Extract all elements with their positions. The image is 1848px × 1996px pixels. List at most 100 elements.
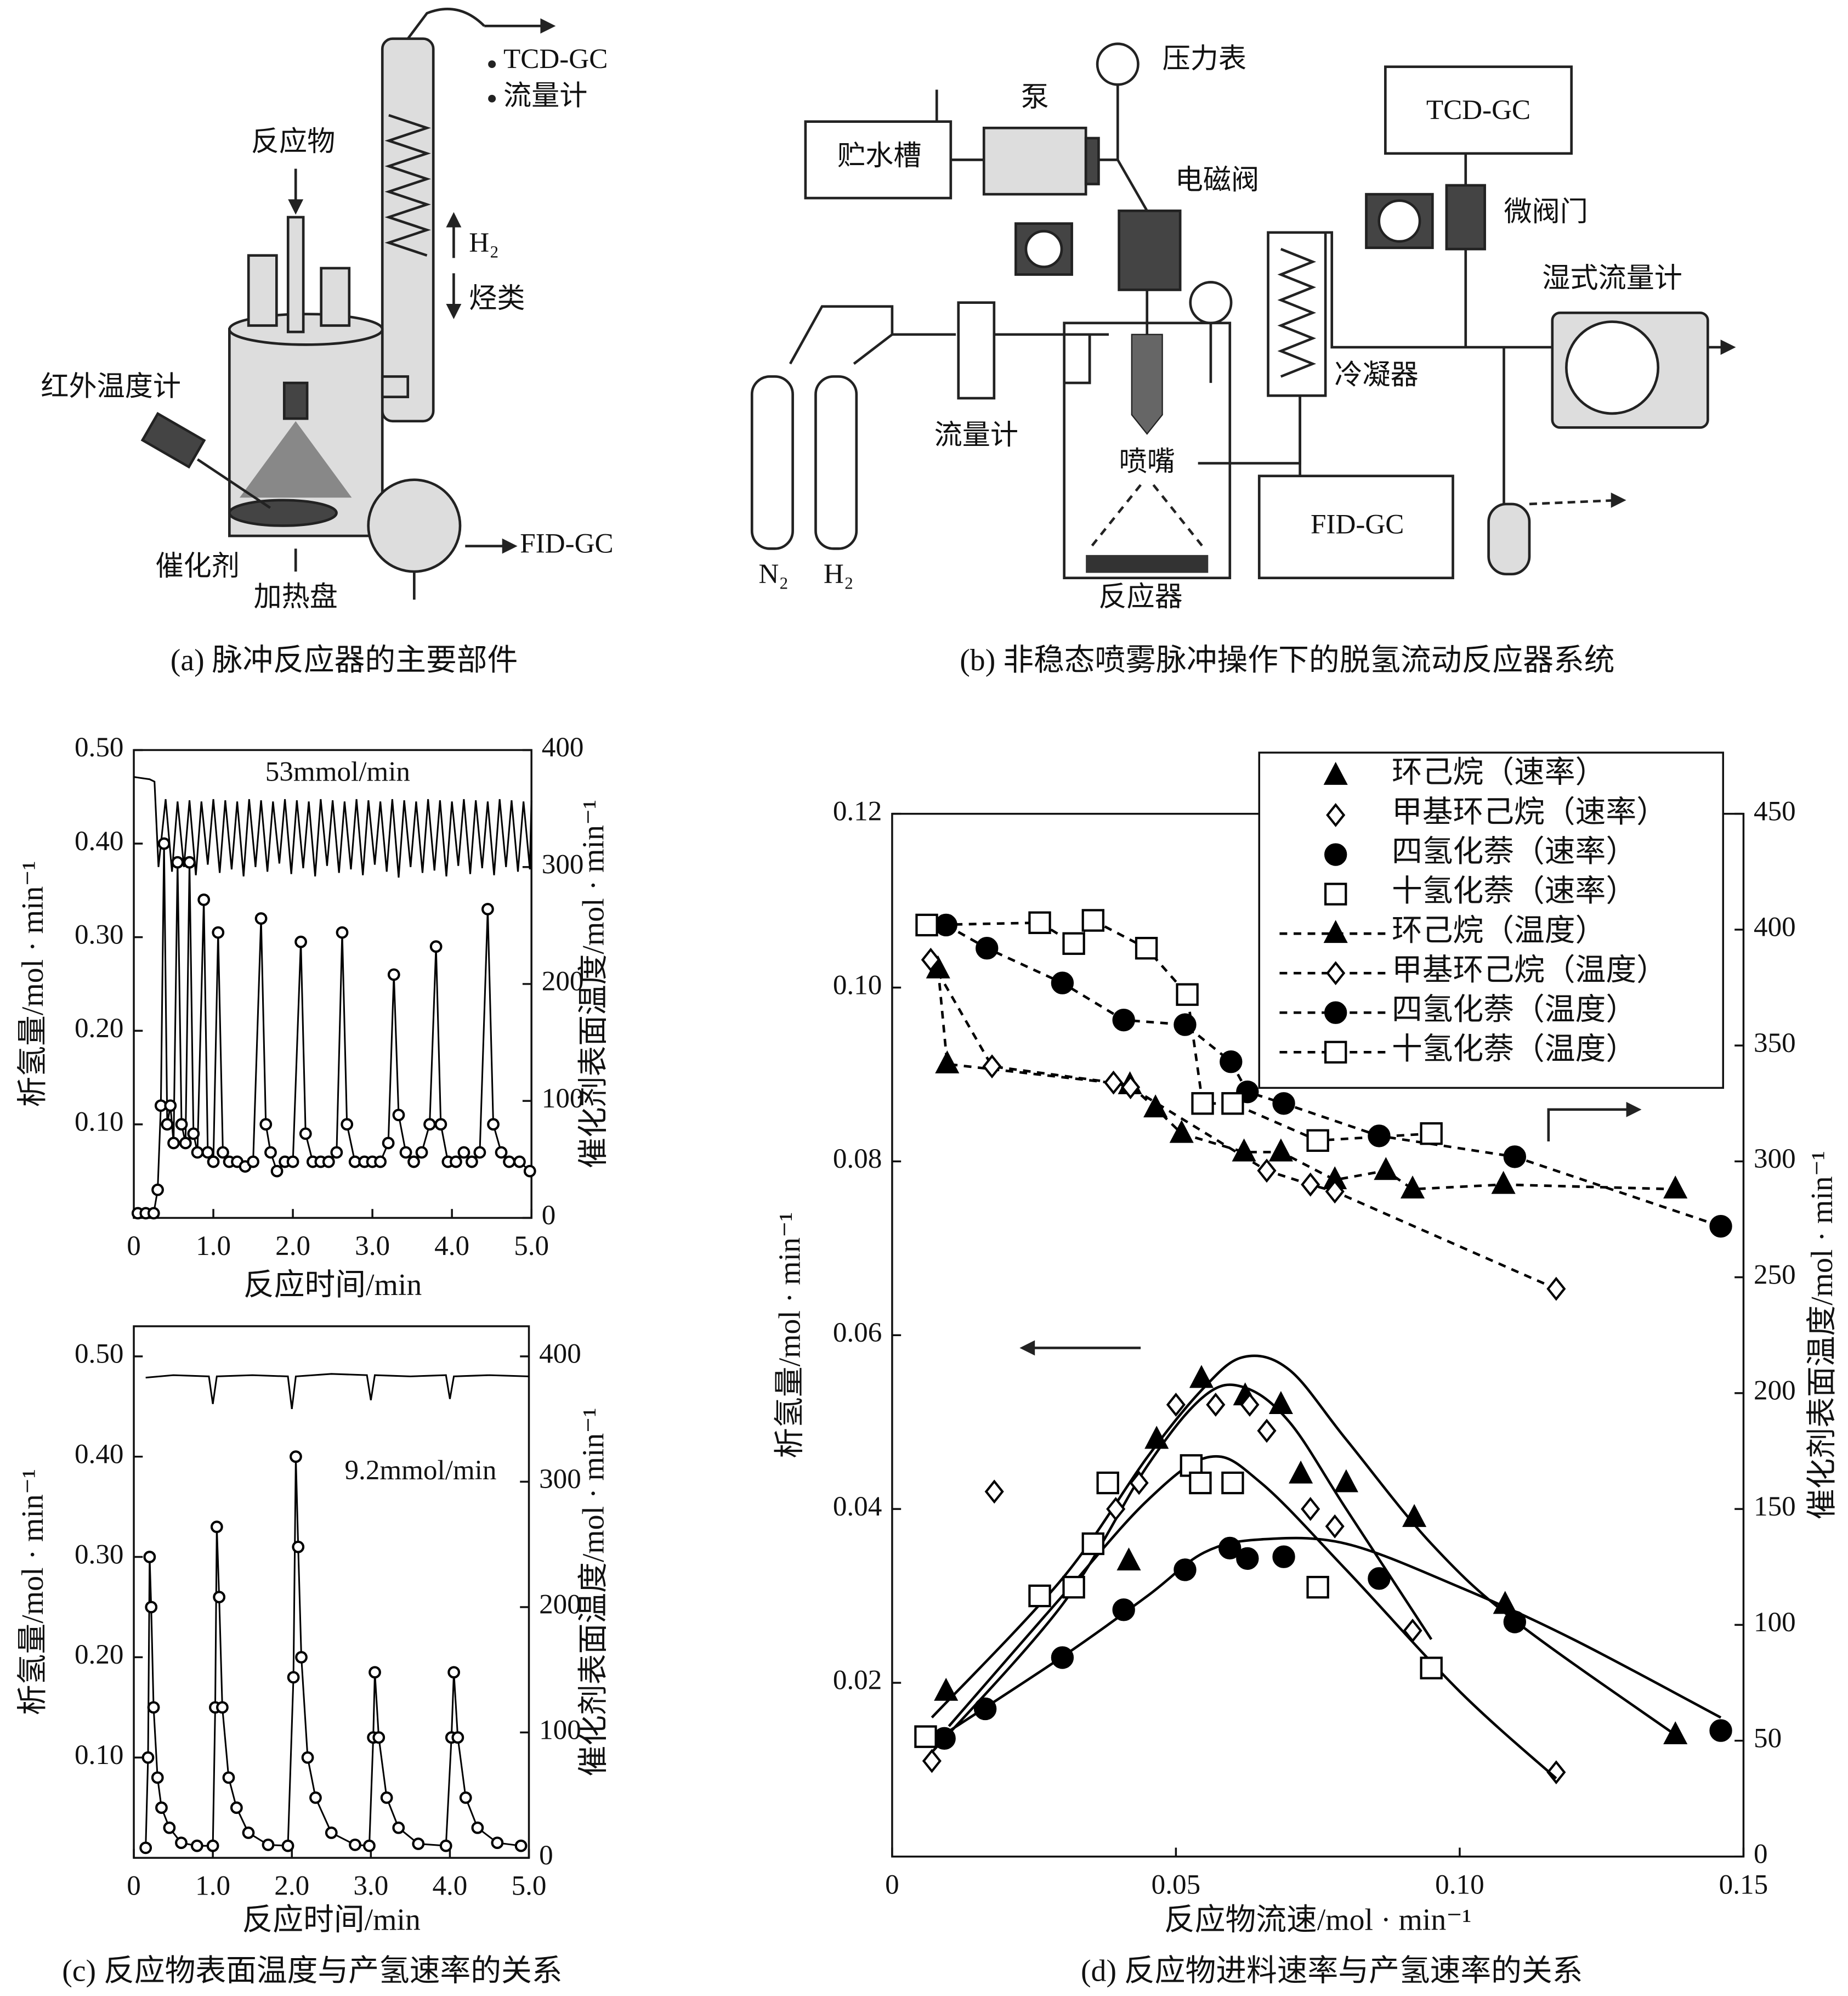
meter-face <box>1565 320 1660 415</box>
marker <box>1546 1276 1566 1301</box>
catalyst <box>1086 555 1209 573</box>
marker <box>1174 1558 1197 1581</box>
spray <box>1152 484 1206 550</box>
gauge <box>1189 281 1233 325</box>
marker <box>230 1801 243 1814</box>
marker <box>207 1155 220 1168</box>
marker <box>1218 1536 1242 1560</box>
trap <box>1487 502 1531 576</box>
marker <box>212 926 225 939</box>
label: 流量计 <box>503 81 587 112</box>
legend-marker <box>1323 761 1348 785</box>
y2-tick-label: 0 <box>539 1840 553 1871</box>
label: 压力表 <box>1163 43 1246 75</box>
marker <box>447 1666 461 1679</box>
marker <box>922 1749 942 1773</box>
spray <box>1089 484 1142 550</box>
y-tick-label: 0.50 <box>75 1338 123 1370</box>
y-tick-label: 0.06 <box>833 1317 882 1348</box>
marker <box>363 1839 376 1852</box>
marker <box>167 1136 180 1150</box>
y2-tick-label: 400 <box>539 1338 581 1370</box>
label: TCD-GC <box>1426 94 1530 126</box>
marker <box>1368 1567 1391 1590</box>
side-arm <box>381 375 410 398</box>
coil <box>384 114 431 257</box>
marker <box>301 1751 314 1764</box>
marker <box>1272 1092 1295 1115</box>
y2-tick-label: 200 <box>1754 1375 1796 1406</box>
marker <box>151 1183 164 1196</box>
legend-marker <box>1323 920 1348 943</box>
plot-frame <box>133 1325 530 1859</box>
label: H₂ <box>824 558 854 590</box>
marker <box>1103 1070 1124 1095</box>
pump <box>982 126 1087 196</box>
label: 红外温度计 <box>41 371 181 402</box>
marker <box>1402 1503 1427 1527</box>
marker <box>380 1791 393 1804</box>
marker <box>143 1551 156 1563</box>
label: H₂ <box>469 227 499 258</box>
label: N₂ <box>758 558 789 590</box>
marker <box>513 1155 526 1168</box>
arrowhead <box>1611 492 1626 508</box>
x-tick-label: 4.0 <box>434 1230 469 1262</box>
marker <box>147 1207 160 1220</box>
marker <box>1051 1646 1074 1669</box>
x-tick-label: 3.0 <box>353 1870 388 1902</box>
marker <box>1174 1013 1197 1036</box>
y-axis-title: 析氢量/mol · min⁻¹ <box>773 1212 807 1458</box>
marker <box>164 1099 177 1112</box>
arrowhead <box>1720 340 1736 355</box>
legend-label: 十氢化萘（温度） <box>1392 1032 1636 1066</box>
marker <box>191 1146 204 1159</box>
legend-marker <box>1324 843 1347 866</box>
y-tick-label: 0.30 <box>75 919 123 950</box>
label: FID-GC <box>1311 508 1404 540</box>
marker <box>1301 1172 1320 1197</box>
marker <box>336 926 349 939</box>
marker <box>151 1771 164 1784</box>
x-tick-label: 1.0 <box>195 1870 230 1902</box>
marker <box>450 1155 462 1168</box>
marker <box>1081 1532 1104 1556</box>
series-line <box>145 1456 521 1848</box>
marker <box>1374 1157 1398 1180</box>
nozzle <box>282 381 309 420</box>
fit-curve <box>942 1536 1722 1736</box>
marker <box>1206 1393 1226 1417</box>
marker <box>171 856 184 869</box>
y2-axis-title: 催化剂表面温度/mol · min⁻¹ <box>576 800 610 1168</box>
condenser <box>1267 231 1327 397</box>
pipe <box>1198 395 1301 465</box>
legend-marker <box>1324 883 1347 906</box>
label: 微阀门 <box>1504 196 1588 228</box>
marker <box>349 1838 361 1851</box>
marker <box>161 1118 174 1131</box>
series-line <box>133 776 532 878</box>
pipe <box>1098 84 1119 161</box>
marker <box>1096 1471 1119 1495</box>
marker <box>1503 1145 1526 1168</box>
marker <box>471 1821 484 1834</box>
x-tick-label: 0.10 <box>1435 1869 1484 1900</box>
marker <box>216 1701 229 1714</box>
legend-label: 四氢化萘（温度） <box>1392 993 1636 1027</box>
legend-label: 甲基环己烷（温度） <box>1392 953 1667 987</box>
marker <box>439 1839 452 1852</box>
y-tick-label: 0.08 <box>833 1143 882 1174</box>
legend-label: 十氢化萘（速率） <box>1392 874 1636 908</box>
marker <box>270 1164 284 1178</box>
marker <box>1028 911 1051 934</box>
marker <box>466 1155 478 1168</box>
marker <box>1144 1426 1169 1449</box>
marker <box>1325 1514 1345 1539</box>
marker <box>1116 1547 1141 1571</box>
marker <box>1268 1138 1293 1162</box>
marker <box>1257 1158 1277 1183</box>
label: FID-GC <box>520 528 613 559</box>
marker <box>412 1837 425 1850</box>
arrowhead <box>1626 1101 1642 1117</box>
